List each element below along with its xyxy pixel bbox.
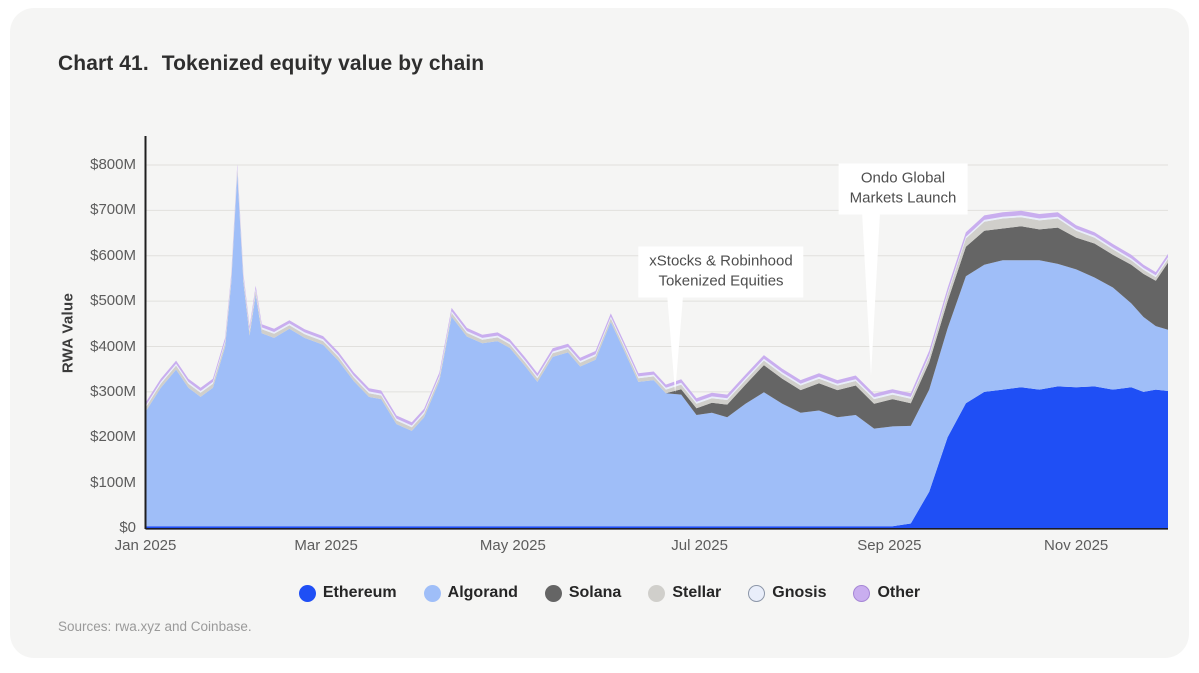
y-axis-title: RWA Value bbox=[59, 292, 77, 374]
legend-item-gnosis: Gnosis bbox=[748, 584, 826, 602]
sources-text: Sources: rwa.xyz and Coinbase. bbox=[58, 619, 252, 634]
legend-chip-ethereum bbox=[298, 584, 316, 602]
area-ethereum bbox=[145, 386, 1168, 528]
legend-chip-stellar bbox=[648, 584, 666, 602]
legend-item-ethereum: Ethereum bbox=[298, 584, 397, 602]
legend-item-algorand: Algorand bbox=[423, 584, 518, 602]
legend-label-other: Other bbox=[877, 584, 921, 601]
legend-chip-gnosis bbox=[748, 584, 766, 602]
legend-label-ethereum: Ethereum bbox=[322, 584, 397, 601]
chart-title-text: Tokenized equity value by chain bbox=[161, 52, 485, 75]
legend-label-algorand: Algorand bbox=[447, 584, 518, 601]
legend-label-solana: Solana bbox=[568, 584, 622, 601]
chart-number: Chart 41. bbox=[58, 52, 149, 75]
legend-item-stellar: Stellar bbox=[648, 584, 721, 602]
legend-label-stellar: Stellar bbox=[672, 584, 722, 601]
legend: Ethereum Algorand Solana Stellar Gnosis Other bbox=[10, 580, 1199, 606]
legend-chip-algorand bbox=[423, 584, 441, 602]
area-algorand bbox=[145, 173, 1168, 527]
legend-item-solana: Solana bbox=[544, 584, 622, 602]
chart-title: Chart 41. Tokenized equity value by chain bbox=[58, 52, 484, 76]
legend-chip-other bbox=[853, 584, 871, 602]
annotation-pointer bbox=[862, 212, 881, 376]
annotation-pointer bbox=[667, 295, 684, 393]
legend-chip-solana bbox=[544, 584, 562, 602]
chart-card: Chart 41. Tokenized equity value by chain… bbox=[10, 8, 1189, 658]
legend-item-other: Other bbox=[853, 584, 920, 602]
plot-svg bbox=[144, 136, 1168, 530]
legend-label-gnosis: Gnosis bbox=[772, 584, 827, 601]
